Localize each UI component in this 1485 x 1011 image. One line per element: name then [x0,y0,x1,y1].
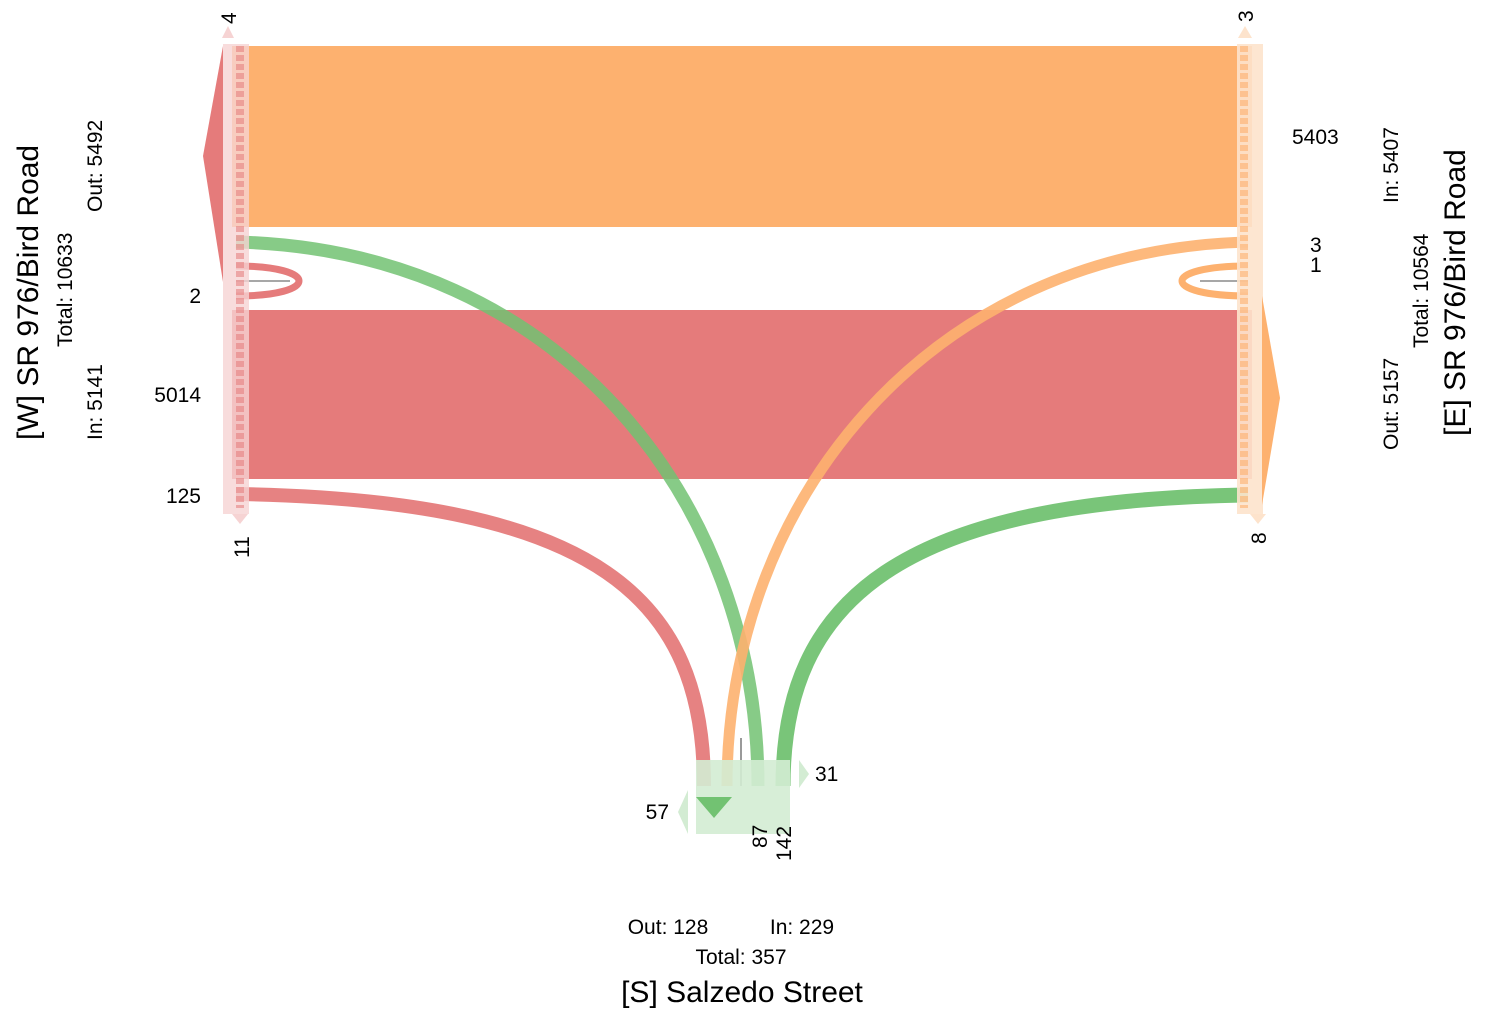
east-through-flow [232,46,1252,227]
west-bottom-arrow [232,514,248,524]
east-bottom-arrow [1250,514,1266,524]
south-in-label: In: 229 [770,916,834,939]
south-out-arrow [696,797,732,818]
east-uturn-loop [1178,262,1249,300]
west-in-label: In: 5141 [84,364,107,440]
east-out-arrow [1262,296,1280,505]
south-right-arrow [799,760,809,788]
west-uturn-loop [235,262,303,300]
east-top-arrow [1238,26,1252,38]
west-to-south-flow [235,487,711,787]
west-out-label: Out: 5492 [84,120,107,212]
east-uturn-count-a: 3 [1310,234,1322,257]
east-uturn-count-b: 1 [1310,254,1322,277]
west-through-count: 5014 [154,384,201,407]
west-approach-name: [W] SR 976/Bird Road [12,145,45,440]
south-left-count: 57 [646,801,669,824]
south-to-west-flow [235,235,765,787]
east-in-label: In: 5407 [1380,127,1403,203]
south-right-count: 31 [815,763,838,786]
south-out-label: Out: 128 [628,916,709,939]
east-through-count: 5403 [1292,126,1339,149]
east-total-label: Total: 10564 [1410,233,1433,348]
east-bottom-count: 8 [1248,532,1271,544]
south-total-label: Total: 357 [695,946,786,969]
south-count-b: 142 [773,826,796,861]
west-bottom-count: 11 [231,536,254,558]
south-to-east-flow [775,487,1249,787]
west-top-arrow [222,26,234,38]
east-top-count: 3 [1235,10,1258,22]
south-left-arrow [678,790,688,834]
south-approach-name: [S] Salzedo Street [621,976,863,1009]
east-approach-name: [E] SR 976/Bird Road [1439,149,1472,436]
west-top-count: 4 [218,12,241,24]
south-count-a: 87 [749,825,772,848]
west-out-arrow [203,46,223,282]
east-to-south-flow [721,236,1249,787]
east-out-label: Out: 5157 [1380,358,1403,450]
west-right-count: 125 [166,485,201,508]
west-total-label: Total: 10633 [54,233,77,347]
west-through-flow [232,310,1252,479]
west-uturn-count: 2 [189,285,201,308]
